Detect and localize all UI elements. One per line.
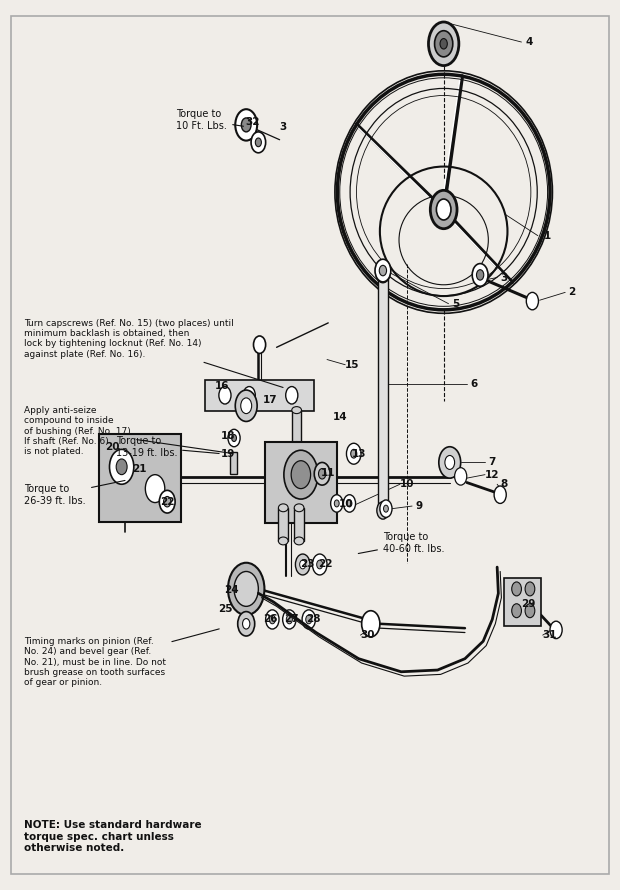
Text: NOTE: Use standard hardware
torque spec. chart unless
otherwise noted.: NOTE: Use standard hardware torque spec.… (24, 820, 202, 854)
Text: 5: 5 (452, 299, 459, 309)
Circle shape (241, 398, 252, 414)
Circle shape (284, 450, 318, 499)
Circle shape (334, 500, 339, 507)
Text: Torque to
40-60 ft. lbs.: Torque to 40-60 ft. lbs. (358, 532, 445, 554)
Circle shape (283, 610, 296, 629)
Text: 24: 24 (224, 585, 238, 595)
Circle shape (145, 474, 165, 503)
Ellipse shape (278, 537, 288, 545)
Bar (278, 508, 288, 541)
Text: 1: 1 (543, 231, 551, 240)
Circle shape (477, 270, 484, 280)
Bar (294, 508, 304, 541)
Circle shape (265, 610, 279, 629)
Circle shape (384, 506, 388, 512)
Circle shape (269, 615, 275, 624)
Circle shape (445, 456, 454, 469)
Circle shape (243, 386, 255, 404)
Circle shape (235, 109, 257, 141)
Text: 12: 12 (485, 470, 500, 480)
Circle shape (302, 610, 316, 629)
Text: Torque to
26-39 ft. lbs.: Torque to 26-39 ft. lbs. (24, 481, 125, 506)
Text: 27: 27 (285, 614, 299, 625)
Circle shape (343, 495, 355, 512)
Ellipse shape (292, 407, 301, 414)
Circle shape (347, 443, 361, 465)
Text: Turn capscrews (Ref. No. 15) (two places) until
minimum backlash is obtained, th: Turn capscrews (Ref. No. 15) (two places… (24, 319, 283, 387)
Circle shape (330, 495, 343, 512)
Circle shape (219, 386, 231, 404)
Circle shape (251, 132, 265, 153)
Circle shape (116, 459, 127, 474)
Circle shape (295, 554, 310, 575)
Text: Timing marks on pinion (Ref.
No. 24) and bevel gear (Ref.
No. 21), must be in li: Timing marks on pinion (Ref. No. 24) and… (24, 629, 219, 687)
Circle shape (299, 560, 306, 569)
Text: 20: 20 (105, 441, 120, 452)
Circle shape (379, 265, 386, 276)
FancyBboxPatch shape (205, 379, 314, 411)
Text: 14: 14 (333, 412, 348, 422)
Circle shape (375, 259, 391, 282)
Circle shape (440, 38, 447, 49)
Text: Apply anti-seize
compound to inside
of bushing (Ref. No. 17)
If shaft (Ref. No. : Apply anti-seize compound to inside of b… (24, 406, 231, 457)
Text: 3: 3 (501, 272, 508, 282)
FancyBboxPatch shape (99, 433, 181, 522)
Text: 31: 31 (542, 630, 557, 640)
Text: 11: 11 (321, 468, 335, 478)
Text: 17: 17 (264, 394, 278, 405)
Circle shape (228, 429, 240, 447)
Circle shape (164, 497, 171, 507)
Text: 8: 8 (501, 479, 508, 490)
Text: 22: 22 (160, 497, 174, 506)
Circle shape (439, 447, 461, 478)
Text: Torque to
10 Ft. Lbs.: Torque to 10 Ft. Lbs. (176, 109, 244, 131)
Text: 10: 10 (339, 499, 353, 509)
Circle shape (319, 468, 326, 479)
Circle shape (550, 621, 562, 639)
Circle shape (235, 390, 257, 422)
Circle shape (380, 500, 392, 517)
Text: 26: 26 (264, 614, 278, 625)
Ellipse shape (294, 504, 304, 512)
Circle shape (242, 619, 250, 629)
Circle shape (286, 386, 298, 404)
Text: 13: 13 (352, 449, 366, 458)
Circle shape (512, 603, 521, 618)
Text: Torque to
13-19 ft. lbs.: Torque to 13-19 ft. lbs. (115, 436, 219, 457)
Circle shape (314, 463, 330, 485)
Circle shape (361, 611, 380, 637)
Circle shape (312, 554, 327, 575)
Bar (378, 272, 388, 510)
Text: 30: 30 (360, 630, 375, 640)
Text: 22: 22 (318, 559, 332, 569)
Ellipse shape (278, 504, 288, 512)
Circle shape (232, 434, 236, 441)
Ellipse shape (294, 537, 304, 545)
Circle shape (525, 582, 535, 596)
Text: 10: 10 (400, 479, 414, 490)
Bar (505, 578, 541, 626)
Text: 4: 4 (525, 37, 533, 47)
Circle shape (472, 263, 488, 287)
Ellipse shape (292, 441, 301, 449)
Circle shape (526, 292, 538, 310)
Circle shape (512, 582, 521, 596)
Circle shape (241, 117, 251, 132)
Circle shape (494, 486, 507, 504)
Text: 2: 2 (568, 287, 575, 297)
Circle shape (306, 615, 312, 624)
Circle shape (351, 449, 356, 458)
Text: 3: 3 (279, 122, 286, 132)
Circle shape (525, 603, 535, 618)
Text: 19: 19 (221, 449, 235, 458)
Text: 29: 29 (521, 599, 536, 609)
Circle shape (435, 30, 453, 57)
Bar (230, 452, 237, 473)
Text: 18: 18 (221, 432, 235, 441)
Text: 23: 23 (299, 559, 314, 569)
Circle shape (430, 190, 457, 229)
Circle shape (428, 22, 459, 66)
Text: 9: 9 (416, 501, 423, 511)
Circle shape (159, 490, 175, 513)
Text: 6: 6 (471, 379, 477, 389)
